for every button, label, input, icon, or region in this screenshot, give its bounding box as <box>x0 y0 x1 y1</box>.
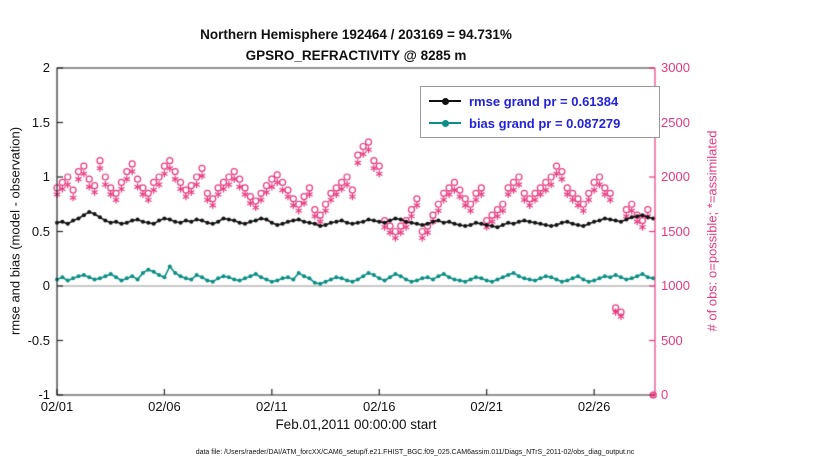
legend-label-rmse: rmse grand pr = 0.61384 <box>469 93 619 109</box>
legend-item-rmse: rmse grand pr = 0.61384 <box>429 92 651 110</box>
legend-box: rmse grand pr = 0.61384 bias grand pr = … <box>420 86 660 138</box>
right-axis-tick-label: 0 <box>661 387 669 402</box>
right-axis-tick-label: 2000 <box>661 169 690 184</box>
x-axis-tick-label: 02/06 <box>148 399 181 414</box>
right-axis-label: # of obs: o=possible; *=assimilated <box>704 130 720 332</box>
left-axis-tick-label: 0.5 <box>31 223 50 239</box>
x-axis-label: Feb.01,2011 00:00:00 start <box>275 417 437 432</box>
legend-label-bias: bias grand pr = 0.087279 <box>469 115 621 131</box>
left-axis-tick-label: 2 <box>42 60 50 75</box>
left-axis-tick-label: 0 <box>42 278 50 293</box>
rmse-line-marker-icon <box>429 94 461 108</box>
left-axis-tick-label: -1 <box>38 387 50 402</box>
right-axis-tick-label: 2500 <box>661 114 690 130</box>
legend-item-bias: bias grand pr = 0.087279 <box>429 114 651 132</box>
x-axis-tick-label: 02/16 <box>362 399 396 414</box>
x-axis-tick-label: 02/26 <box>577 399 611 414</box>
x-axis-tick-label: 02/01 <box>40 399 74 414</box>
right-axis-tick-label: 1500 <box>661 223 690 239</box>
left-axis-tick-label: 1.5 <box>31 114 50 130</box>
left-axis-tick-label: -0.5 <box>27 332 50 348</box>
right-axis-tick-label: 1000 <box>661 278 690 293</box>
data-file-caption: data file: /Users/raeder/DAI/ATM_forcXX/… <box>195 449 635 456</box>
right-axis-tick-label: 3000 <box>661 60 690 75</box>
right-axis-tick-label: 500 <box>661 332 683 348</box>
x-axis-tick-label: 02/21 <box>470 399 503 414</box>
bias-line-marker-icon <box>429 116 461 130</box>
x-axis-tick-label: 02/11 <box>256 399 288 414</box>
left-axis-tick-label: 1 <box>42 169 50 184</box>
